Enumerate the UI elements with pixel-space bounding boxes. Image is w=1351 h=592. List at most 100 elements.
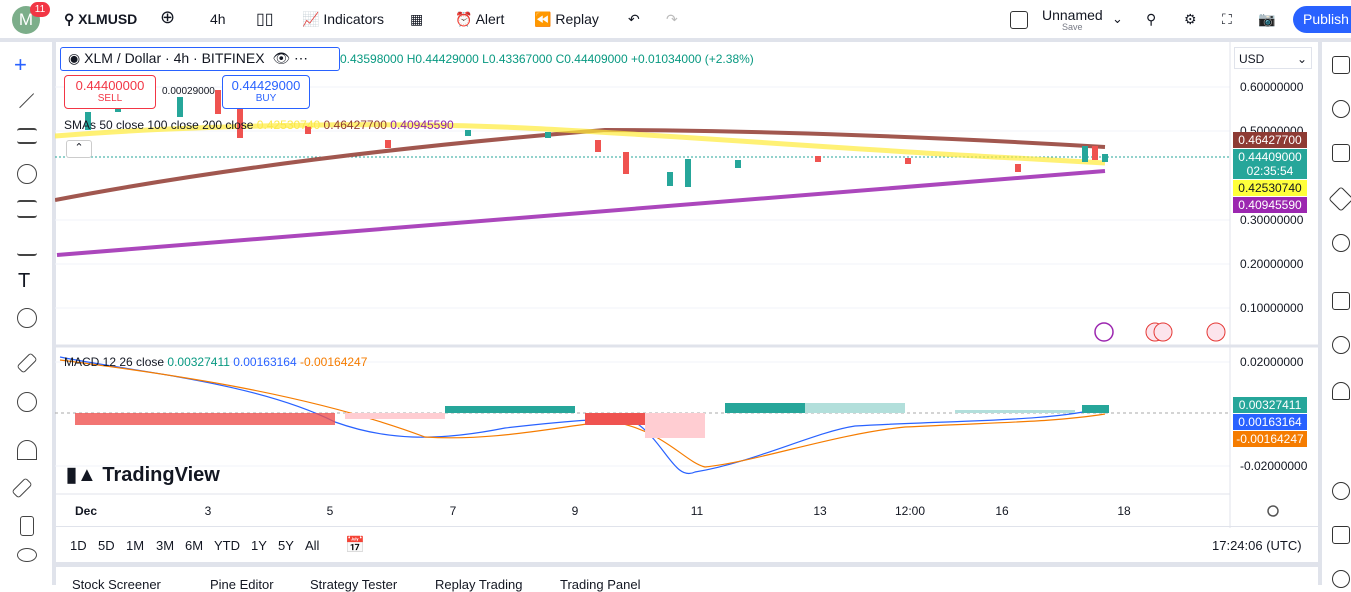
candle <box>305 126 311 134</box>
alerts-panel[interactable] <box>1332 100 1350 118</box>
watermark: ▮▲ TradingView <box>66 464 220 486</box>
close: C0.44409000 <box>555 52 628 66</box>
range-button[interactable]: 6M <box>185 538 204 553</box>
replay-button[interactable]: ⏪ Replay <box>534 11 599 27</box>
more[interactable] <box>1332 570 1350 588</box>
settings[interactable]: ⚙ <box>1184 11 1197 27</box>
macd-tag: -0.00164247 <box>1233 431 1307 447</box>
event-flag[interactable] <box>1153 322 1173 342</box>
calendar[interactable] <box>1332 526 1350 544</box>
range-button[interactable]: YTD <box>214 538 240 553</box>
zoom-tool[interactable] <box>17 392 37 412</box>
lock-tool[interactable] <box>20 516 34 536</box>
chart-type[interactable]: ▯▯ <box>256 11 274 28</box>
right-toolbar <box>1318 42 1351 585</box>
clock[interactable]: 17:24:06 (UTC) <box>1212 538 1302 553</box>
fib-tool[interactable] <box>17 128 37 144</box>
price-tick: 0.60000000 <box>1240 80 1304 94</box>
magnet-tool[interactable] <box>17 440 37 460</box>
layout-square[interactable] <box>1010 11 1028 29</box>
time-label: Dec <box>74 504 98 518</box>
sma-100 <box>55 127 1106 202</box>
replay-label: Replay <box>555 11 599 27</box>
hist-bar <box>725 403 805 413</box>
range-button[interactable]: All <box>305 538 320 553</box>
price-tick: 0.10000000 <box>1240 301 1304 315</box>
candle <box>177 97 183 117</box>
time-label: 3 <box>204 504 212 518</box>
indicators-button[interactable]: 📈 Indicators <box>302 11 385 27</box>
crosshair-tool[interactable]: + <box>14 52 27 77</box>
snapshot[interactable]: 📷 <box>1258 11 1276 27</box>
axis-settings[interactable] <box>1267 505 1279 517</box>
title: XLM / Dollar · 4h · BITFINEX <box>84 50 265 66</box>
alert-label: Alert <box>475 11 505 27</box>
bottom-divider <box>55 526 1318 527</box>
data-window[interactable] <box>1332 144 1350 162</box>
symbol-search[interactable]: ⚲ XLMUSD <box>64 11 138 27</box>
layout-menu[interactable]: ⌄ <box>1112 11 1123 26</box>
macd-value: 0.00163164 <box>233 355 297 369</box>
layouts-button[interactable]: ▦ <box>410 11 424 27</box>
price-tag: 0.44409000 <box>1233 149 1307 165</box>
hist-bar <box>955 410 1075 413</box>
range-button[interactable]: 1Y <box>251 538 267 553</box>
streams[interactable] <box>1332 336 1350 354</box>
range-button[interactable]: 5Y <box>278 538 294 553</box>
pattern-tool[interactable] <box>17 164 37 184</box>
redo[interactable]: ↷ <box>666 11 678 27</box>
candle <box>85 112 91 130</box>
event-icon[interactable] <box>1094 322 1114 342</box>
emoji-tool[interactable] <box>17 308 37 328</box>
time-label: 18 <box>1117 504 1131 518</box>
candles <box>85 90 1108 187</box>
ideas[interactable] <box>1332 234 1350 252</box>
add-symbol[interactable]: ⊕ <box>160 7 176 27</box>
symbol-legend[interactable] <box>60 47 340 71</box>
macd-value: 0.00327411 <box>167 355 230 369</box>
notifications[interactable] <box>1332 382 1350 400</box>
watchlist[interactable] <box>1332 56 1350 74</box>
time-label: 16 <box>995 504 1009 518</box>
publish-button[interactable]: Publish <box>1293 6 1351 33</box>
candle <box>545 132 551 138</box>
visibility-tool[interactable] <box>17 548 37 562</box>
event-flag[interactable] <box>1206 322 1226 342</box>
text-tool[interactable]: T <box>18 270 31 292</box>
macd-tag: 0.00327411 <box>1233 397 1307 413</box>
save-label[interactable]: Save <box>1062 22 1083 32</box>
help[interactable] <box>1332 482 1350 500</box>
brush-tool[interactable] <box>17 236 37 256</box>
hist-bar <box>445 406 575 413</box>
interval[interactable]: 4h <box>210 11 226 27</box>
alert-button[interactable]: ⏰ Alert <box>455 11 505 27</box>
layout-name[interactable]: Unnamed <box>1042 7 1103 23</box>
candle <box>1092 146 1098 160</box>
sma-value: 0.42530740 <box>256 118 321 132</box>
badge: 11 <box>30 2 50 17</box>
symbol-title: ◉ XLM / Dollar · 4h · BITFINEX 👁 ⋯ <box>68 50 309 66</box>
collapse-legend[interactable]: ⌃ <box>66 140 92 158</box>
buy-button[interactable]: 0.44429000 BUY <box>222 75 310 109</box>
candle <box>595 140 601 152</box>
currency-select[interactable]: USD ⌄ <box>1234 47 1312 69</box>
range-button[interactable]: 5D <box>98 538 115 553</box>
fullscreen[interactable]: ⛶ <box>1222 11 1232 27</box>
chat[interactable] <box>1332 292 1350 310</box>
date-range-picker[interactable]: 📅 <box>345 537 365 554</box>
macd-label: MACD 12 26 close <box>64 355 165 369</box>
range-button[interactable]: 1M <box>126 538 145 553</box>
sell-button[interactable]: 0.44400000 SELL <box>64 75 156 109</box>
macd-tick: 0.02000000 <box>1240 355 1304 369</box>
quick-search[interactable]: ⚲ <box>1146 11 1157 27</box>
price-tag: 0.46427700 <box>1233 132 1307 148</box>
watermark-text: TradingView <box>102 464 220 486</box>
prediction-tool[interactable] <box>17 200 37 218</box>
range-button[interactable]: 1D <box>70 538 87 553</box>
time-label: 5 <box>326 504 334 518</box>
buy-price: 0.44429000 <box>231 78 301 93</box>
indicators-label: Indicators <box>323 11 385 27</box>
undo[interactable]: ↶ <box>628 11 640 27</box>
candle <box>237 104 243 138</box>
range-button[interactable]: 3M <box>156 538 175 553</box>
